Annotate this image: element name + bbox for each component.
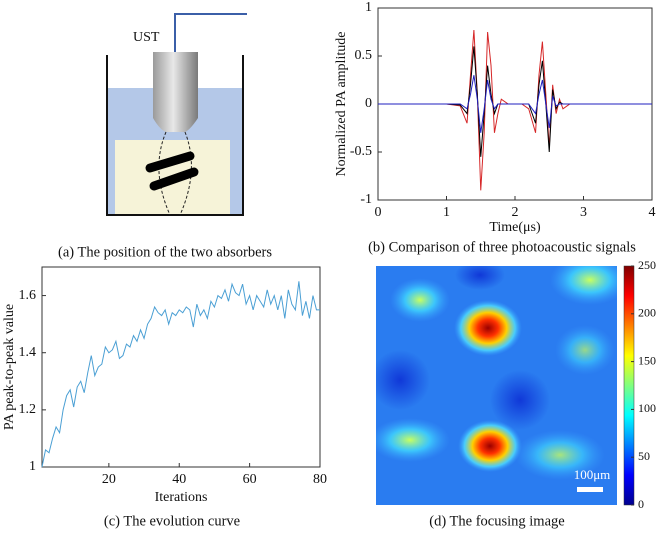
y-tick-label: 1.4 <box>19 345 37 360</box>
y-axis-label: Normalized PA amplitude <box>334 32 349 177</box>
setup-diagram: UST <box>106 13 247 216</box>
colorbar-tick-label: 100 <box>638 401 656 415</box>
y-tick-label: -0.5 <box>350 144 372 159</box>
diagram-label: UST <box>133 30 160 45</box>
plot-frame <box>41 266 321 468</box>
y-tick-label: 0 <box>365 96 372 111</box>
y-tick-label: 1.6 <box>19 288 37 303</box>
x-tick-label: 3 <box>580 205 587 220</box>
y-tick-label: 1 <box>365 0 372 15</box>
caption: (b) Comparison of three photoacoustic si… <box>368 239 636 255</box>
data-line <box>41 281 320 468</box>
absorber <box>149 167 199 191</box>
absorber <box>145 151 195 173</box>
x-tick-label: 4 <box>649 205 656 220</box>
x-tick-label: 60 <box>243 472 257 487</box>
y-tick-label: 0.5 <box>355 48 373 63</box>
colorbar-tick-label: 250 <box>638 258 656 272</box>
data-line <box>378 75 652 133</box>
caption: (c) The evolution curve <box>104 513 240 529</box>
colorbar <box>623 265 635 506</box>
tank <box>106 55 244 216</box>
caption: (d) The focusing image <box>429 513 564 529</box>
y-tick-label: 1 <box>29 459 36 474</box>
scale-bar-label: 100μm <box>574 467 611 482</box>
x-axis-label: Time(μs) <box>489 220 541 235</box>
x-tick-label: 0 <box>375 205 382 220</box>
y-tick-label: -1 <box>360 192 372 207</box>
x-tick-label: 1 <box>443 205 450 220</box>
colorbar-tick-label: 150 <box>638 353 656 367</box>
x-axis-label: Iterations <box>155 490 208 505</box>
x-tick-label: 20 <box>102 472 116 487</box>
x-tick-label: 2 <box>512 205 519 220</box>
cable <box>174 13 247 52</box>
focus-image <box>376 266 617 505</box>
colorbar-tick-label: 200 <box>638 306 656 320</box>
colorbar-tick-label: 50 <box>638 449 650 463</box>
caption: (a) The position of the two absorbers <box>58 244 272 260</box>
colorbar-tick-label: 0 <box>638 497 644 511</box>
x-tick-label: 80 <box>313 472 327 487</box>
y-tick-label: 1.2 <box>19 402 37 417</box>
data-line <box>378 46 652 157</box>
x-tick-label: 40 <box>172 472 186 487</box>
data-line <box>378 30 652 191</box>
y-axis-label: PA peak-to-peak value <box>2 304 17 430</box>
transducer <box>153 52 198 132</box>
